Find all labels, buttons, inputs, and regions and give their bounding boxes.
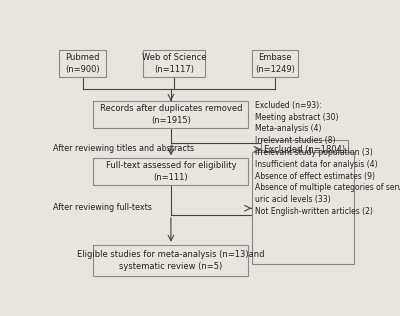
Text: Excluded (n=93):
Meeting abstract (30)
Meta-analysis (4)
Irrelevant studies (8)
: Excluded (n=93): Meeting abstract (30) M… <box>255 101 400 216</box>
Text: Web of Science
(n=1117): Web of Science (n=1117) <box>142 53 206 74</box>
FancyBboxPatch shape <box>59 50 106 77</box>
FancyBboxPatch shape <box>252 50 298 77</box>
FancyBboxPatch shape <box>94 101 248 128</box>
FancyBboxPatch shape <box>94 245 248 276</box>
Text: After reviewing full-texts: After reviewing full-texts <box>53 203 152 211</box>
Text: Records after duplicates removed
(n=1915): Records after duplicates removed (n=1915… <box>100 104 242 125</box>
Text: Embase
(n=1249): Embase (n=1249) <box>255 53 295 74</box>
FancyBboxPatch shape <box>94 158 248 185</box>
FancyBboxPatch shape <box>143 50 205 77</box>
Text: Full-text assessed for eligibility
(n=111): Full-text assessed for eligibility (n=11… <box>106 161 236 182</box>
Text: After reviewing titles and abstracts: After reviewing titles and abstracts <box>53 144 194 153</box>
Text: Eligible studies for meta-analysis (n=13)and
systematic review (n=5): Eligible studies for meta-analysis (n=13… <box>77 250 265 271</box>
FancyBboxPatch shape <box>252 152 354 264</box>
Text: Excluded (n=1804): Excluded (n=1804) <box>264 145 345 154</box>
FancyBboxPatch shape <box>261 140 348 158</box>
Text: Pubmed
(n=900): Pubmed (n=900) <box>65 53 100 74</box>
